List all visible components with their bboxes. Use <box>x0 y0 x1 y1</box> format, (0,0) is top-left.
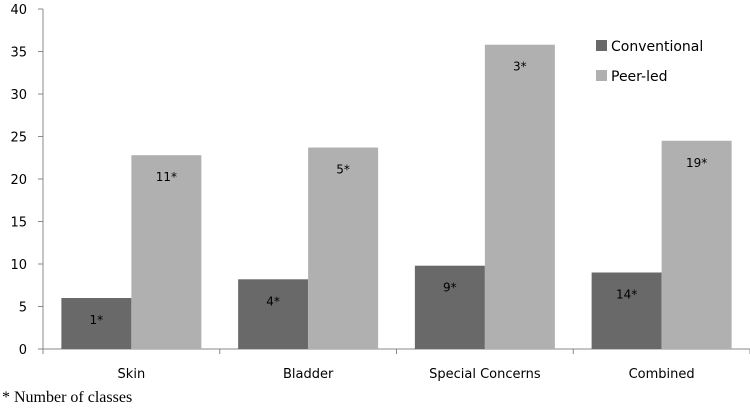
bar-chart: 0 5 10 15 20 25 30 35 40 1* 11* 4* 5* 9* 3* 14* 19* Ski… <box>10 3 750 382</box>
data-label: 5* <box>336 163 350 177</box>
x-category-label: Combined <box>629 367 695 382</box>
bar-peer-led-bladder <box>308 147 379 349</box>
y-tick-label: 20 <box>10 173 27 188</box>
data-label: 9* <box>443 281 457 295</box>
data-labels: 1* 11* 4* 5* 9* 3* 14* 19* <box>90 60 708 327</box>
y-tick-label: 15 <box>10 216 27 231</box>
x-category-label: Special Concerns <box>429 367 541 382</box>
bar-conventional-combined <box>591 272 662 349</box>
y-tick-label: 0 <box>19 343 27 358</box>
bar-conventional-skin <box>61 298 132 349</box>
y-tick-label: 10 <box>10 258 27 273</box>
legend-swatch <box>596 40 607 51</box>
bars <box>61 44 732 349</box>
bar-peer-led-skin <box>131 155 202 349</box>
data-label: 19* <box>686 156 707 170</box>
data-label: 1* <box>90 313 104 327</box>
legend: Conventional Peer-led <box>596 39 703 85</box>
bar-conventional-special-concerns <box>414 265 485 349</box>
legend-swatch <box>596 70 607 81</box>
data-label: 11* <box>156 170 177 184</box>
category-labels: Skin Bladder Special Concerns Combined <box>118 367 695 382</box>
y-axis-ticks: 0 5 10 15 20 25 30 35 40 <box>10 3 27 358</box>
data-label: 3* <box>513 60 527 74</box>
x-category-label: Bladder <box>283 367 334 382</box>
data-label: 4* <box>266 294 280 308</box>
bar-conventional-bladder <box>238 279 309 349</box>
y-tick-label: 25 <box>10 131 27 146</box>
y-tick-label: 30 <box>10 88 27 103</box>
y-tick-label: 5 <box>19 301 27 316</box>
bar-peer-led-combined <box>661 140 732 349</box>
data-label: 14* <box>616 288 637 302</box>
legend-label: Peer-led <box>611 69 667 85</box>
y-tick-label: 35 <box>10 46 27 61</box>
legend-label: Conventional <box>611 39 703 55</box>
bar-peer-led-special-concerns <box>484 44 555 349</box>
x-category-label: Skin <box>118 367 146 382</box>
footnote: * Number of classes <box>2 389 133 406</box>
y-tick-label: 40 <box>10 3 27 18</box>
